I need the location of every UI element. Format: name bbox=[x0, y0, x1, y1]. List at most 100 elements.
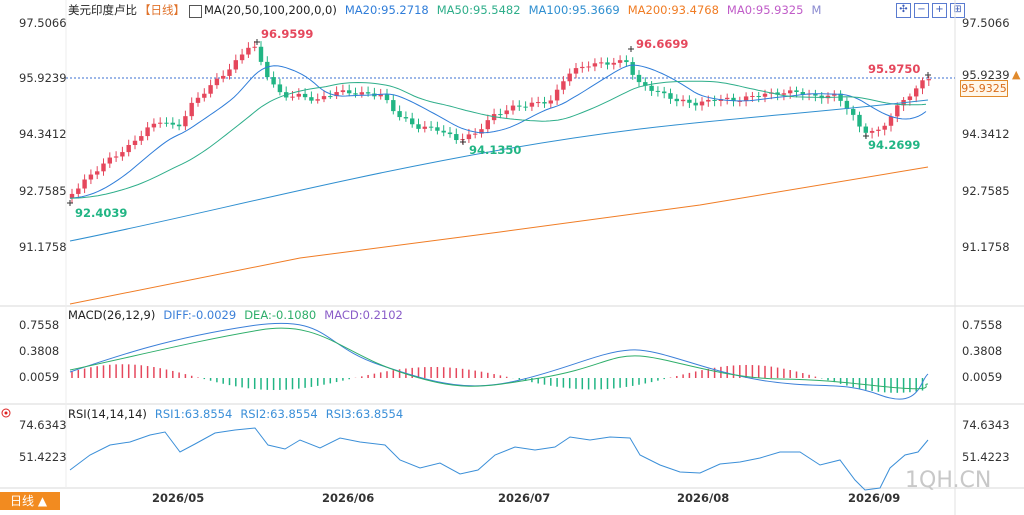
zoom-in-icon[interactable]: + bbox=[932, 3, 947, 18]
candle-body bbox=[643, 82, 648, 86]
candle-body bbox=[246, 47, 251, 55]
candle-body bbox=[195, 97, 201, 103]
rsi-tick-left: 74.6343 bbox=[19, 418, 67, 432]
candle-body bbox=[296, 93, 301, 97]
macd-tick-left: 0.3808 bbox=[19, 344, 60, 358]
candle-body bbox=[605, 62, 610, 65]
candle-body bbox=[554, 89, 560, 101]
candle-body bbox=[687, 99, 692, 103]
candle-body bbox=[466, 134, 472, 140]
candle-body bbox=[239, 54, 245, 61]
candle-body bbox=[573, 68, 579, 74]
date-tick: 2026/05 bbox=[152, 491, 205, 505]
candle-body bbox=[788, 90, 793, 94]
period-label[interactable]: 【日线】 bbox=[139, 3, 185, 17]
main-legend: 美元印度卢比 【日线】 MA(20,50,100,200,0,0) MA20:9… bbox=[68, 2, 829, 18]
chart-toolbar: ✣ − + ⊞ bbox=[896, 3, 965, 18]
candle-body bbox=[485, 120, 490, 130]
candle-body bbox=[851, 109, 856, 115]
candle-body bbox=[869, 130, 875, 133]
candle-body bbox=[914, 88, 919, 97]
dea-line bbox=[69, 327, 929, 390]
candle-body bbox=[762, 93, 768, 97]
ma50-line bbox=[69, 80, 927, 199]
candle-body bbox=[422, 126, 427, 129]
rsi-legend: RSI(14,14,14) RSI1:63.8554 RSI2:63.8554 … bbox=[68, 407, 411, 421]
candle-body bbox=[800, 91, 805, 95]
diff-value: DIFF:-0.0029 bbox=[163, 308, 237, 322]
candle-body bbox=[170, 122, 175, 125]
candle-body bbox=[794, 90, 799, 92]
period-switch-button[interactable]: 日线 ▲ bbox=[0, 492, 60, 510]
date-tick: 2026/08 bbox=[677, 491, 730, 505]
candle-body bbox=[391, 100, 396, 112]
candle-body bbox=[183, 116, 188, 127]
candle-body bbox=[120, 152, 125, 157]
candle-body bbox=[536, 102, 541, 104]
rsi-target-icon bbox=[1, 408, 11, 418]
fullscreen-icon[interactable]: ⊞ bbox=[950, 3, 965, 18]
candle-body bbox=[69, 193, 75, 199]
candle-body bbox=[139, 136, 144, 141]
watermark: 1QH.CN bbox=[905, 468, 992, 493]
candle-body bbox=[725, 97, 730, 100]
candle-body bbox=[428, 126, 434, 128]
candle-body bbox=[750, 95, 755, 97]
candle-body bbox=[706, 99, 711, 102]
zoom-fit-icon[interactable]: ✣ bbox=[896, 3, 911, 18]
candle-body bbox=[176, 124, 182, 127]
candle-body bbox=[214, 78, 220, 86]
candle-body bbox=[384, 94, 390, 101]
rsi-tick-right: 51.4223 bbox=[962, 450, 1010, 464]
ma-params[interactable]: MA(20,50,100,200,0,0) bbox=[204, 3, 337, 17]
current-price-tag: 95.9325 bbox=[960, 80, 1008, 97]
candle-body bbox=[145, 127, 150, 137]
candle-body bbox=[340, 90, 346, 93]
candle-body bbox=[888, 116, 894, 126]
price-tick-left: 92.7585 bbox=[19, 184, 67, 198]
zoom-out-icon[interactable]: − bbox=[914, 3, 929, 18]
candle-body bbox=[895, 105, 900, 117]
candle-body bbox=[95, 171, 100, 175]
candle-body bbox=[907, 96, 913, 100]
candle-body bbox=[252, 46, 257, 48]
candle-body bbox=[882, 125, 887, 130]
candle-body bbox=[781, 93, 787, 95]
price-tick-left: 97.5066 bbox=[19, 16, 67, 30]
rsi-tick-left: 51.4223 bbox=[19, 450, 67, 464]
m-label[interactable]: M bbox=[811, 3, 822, 17]
candle-body bbox=[435, 127, 440, 131]
candle-body bbox=[126, 144, 131, 153]
chart-type-icon[interactable] bbox=[189, 4, 202, 18]
candle-body bbox=[202, 93, 207, 98]
macd-tick-right: 0.7558 bbox=[962, 318, 1003, 332]
candle-body bbox=[321, 96, 327, 100]
candle-body bbox=[479, 129, 484, 134]
candle-body bbox=[586, 66, 591, 68]
rsi-params[interactable]: RSI(14,14,14) bbox=[68, 407, 147, 421]
candle-body bbox=[403, 117, 409, 119]
candle-body bbox=[592, 63, 598, 67]
price-tick-right: 95.9239 bbox=[962, 68, 1010, 82]
candle-body bbox=[813, 93, 818, 96]
candle-body bbox=[876, 129, 881, 131]
candle-body bbox=[290, 96, 295, 98]
candle-body bbox=[365, 92, 371, 94]
price-tick-left: 91.1758 bbox=[19, 240, 67, 254]
price-tick-right: 91.1758 bbox=[962, 240, 1010, 254]
candle-body bbox=[227, 69, 232, 76]
ma200-value: MA200:93.4768 bbox=[627, 3, 719, 17]
candle-body bbox=[529, 102, 535, 107]
ma20-line bbox=[69, 64, 927, 199]
candle-body bbox=[258, 46, 264, 62]
high-annotation: 96.9599 bbox=[261, 27, 314, 41]
macd-legend: MACD(26,12,9) DIFF:-0.0029 DEA:-0.1080 M… bbox=[68, 308, 411, 322]
candle-body bbox=[857, 114, 862, 127]
candle-body bbox=[844, 100, 850, 110]
macd-params[interactable]: MACD(26,12,9) bbox=[68, 308, 156, 322]
candle-body bbox=[334, 92, 339, 97]
candle-body bbox=[158, 122, 163, 124]
candle-body bbox=[926, 79, 931, 81]
candle-body bbox=[674, 98, 679, 102]
